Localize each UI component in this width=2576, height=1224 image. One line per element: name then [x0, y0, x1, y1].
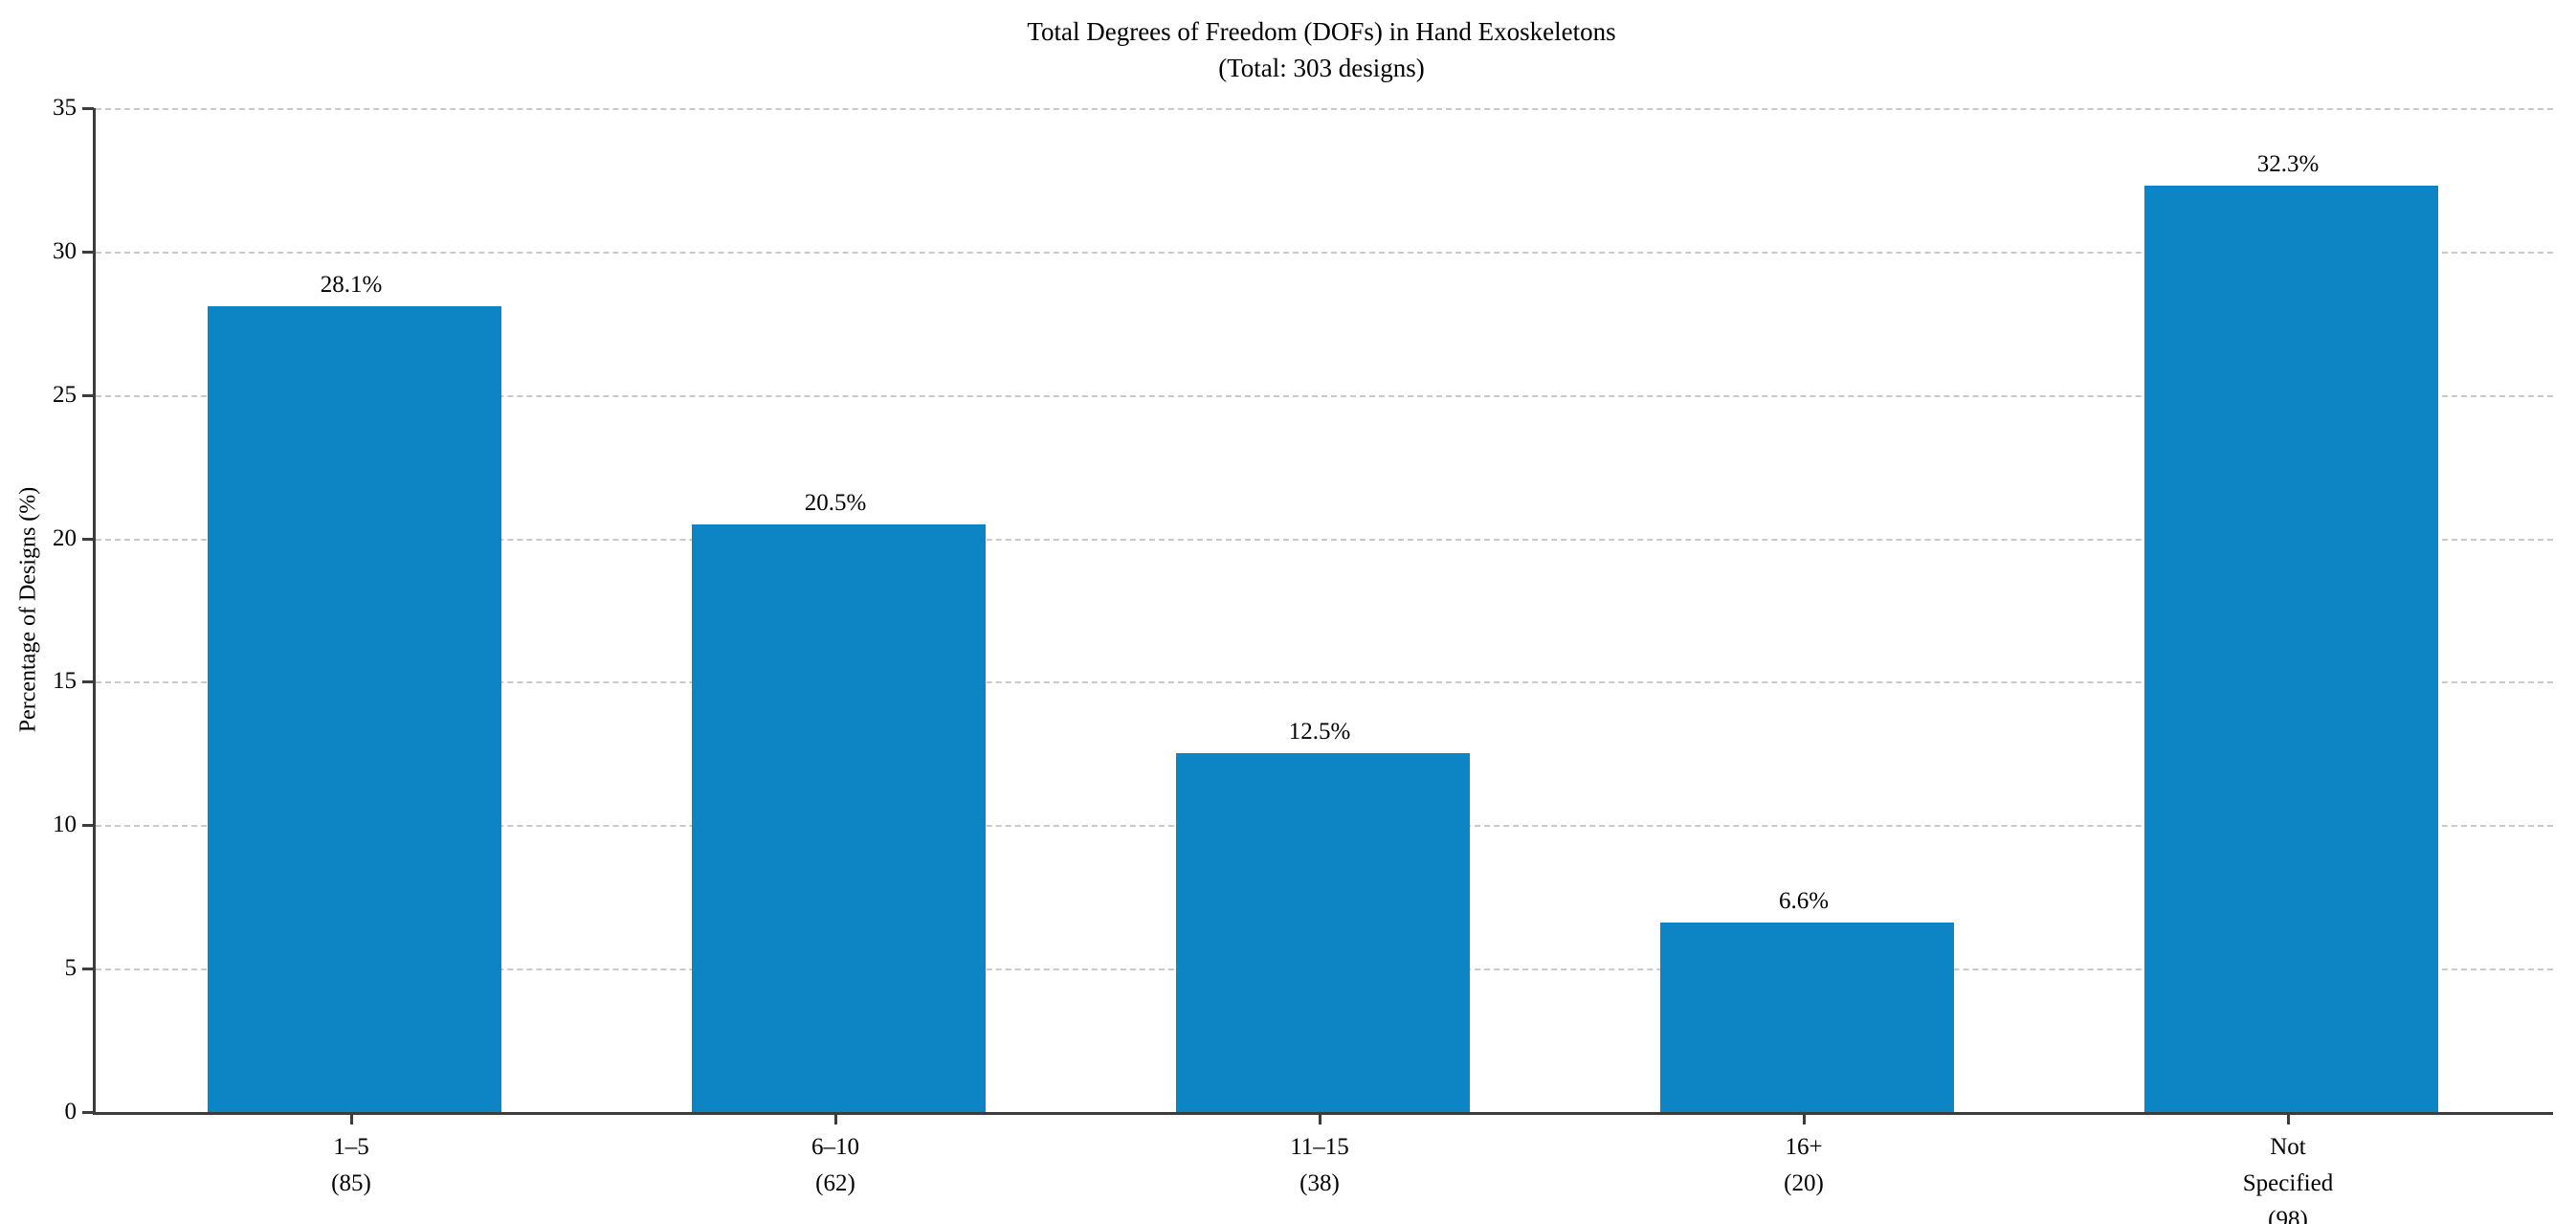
chart-title: Total Degrees of Freedom (DOFs) in Hand …	[93, 13, 2550, 86]
x-tick-label-1-5: 1–5 (85)	[179, 1129, 523, 1202]
x-tick-mark-6-10	[834, 1115, 837, 1124]
gridline-y-30	[96, 251, 2553, 254]
x-tick-label-line: 6–10	[811, 1134, 859, 1160]
x-tick-label-line: Specified	[2242, 1170, 2334, 1196]
y-tick-label-35: 35	[53, 95, 77, 121]
bar-value-label-not-specified: 32.3%	[2256, 150, 2320, 177]
y-tick-label-0: 0	[64, 1099, 78, 1124]
plot-area	[93, 108, 2553, 1115]
bar-value-label-16+: 6.6%	[1778, 888, 1830, 915]
gridline-y-25	[96, 394, 2553, 397]
y-tick-label-20: 20	[53, 524, 77, 551]
x-tick-mark-16+	[1803, 1115, 1806, 1124]
x-tick-label-line: (98)	[2268, 1207, 2308, 1224]
x-tick-label-line: (62)	[815, 1170, 855, 1196]
y-tick-mark-30	[82, 250, 94, 254]
gridline-y-20	[96, 538, 2553, 541]
bar-value-label-11-15: 12.5%	[1288, 719, 1351, 746]
x-tick-label-line: 16+	[1785, 1134, 1823, 1160]
bar-16+	[1659, 923, 1954, 1112]
x-tick-label-6-10: 6–10 (62)	[663, 1129, 1008, 1202]
y-tick-label-15: 15	[53, 668, 77, 695]
y-tick-mark-5	[82, 968, 94, 971]
bar-not-specified	[2143, 185, 2438, 1112]
bar-6-10	[691, 523, 986, 1112]
y-tick-mark-0	[82, 1111, 94, 1114]
x-tick-label-line: (38)	[1299, 1170, 1340, 1196]
x-tick-mark-not-specified	[2287, 1115, 2290, 1124]
x-tick-label-not-specified: Not Specified (98)	[2116, 1129, 2460, 1224]
x-tick-label-line: (20)	[1784, 1170, 1824, 1196]
x-tick-mark-11-15	[1319, 1115, 1321, 1124]
bar-value-label-1-5: 28.1%	[320, 271, 383, 298]
chart-title-line2: (Total: 303 designs)	[1218, 54, 1425, 82]
y-tick-mark-15	[82, 680, 94, 684]
gridline-y-35	[96, 108, 2553, 110]
bar-value-label-6-10: 20.5%	[804, 489, 867, 516]
y-tick-mark-35	[82, 107, 94, 110]
x-tick-label-line: 11–15	[1290, 1134, 1349, 1160]
y-tick-mark-20	[82, 537, 94, 541]
y-tick-label-30: 30	[53, 237, 77, 264]
x-tick-label-16+: 16+ (20)	[1632, 1129, 1976, 1202]
bar-1-5	[207, 305, 501, 1112]
y-tick-mark-25	[82, 393, 94, 397]
x-tick-label-11-15: 11–15 (38)	[1147, 1129, 1492, 1202]
x-tick-mark-1-5	[350, 1115, 353, 1124]
gridline-y-15	[96, 681, 2553, 684]
chart-title-line1: Total Degrees of Freedom (DOFs) in Hand …	[1027, 17, 1616, 46]
y-tick-label-25: 25	[53, 381, 77, 408]
x-tick-label-line: 1–5	[333, 1134, 369, 1160]
y-tick-label-5: 5	[64, 955, 78, 982]
y-tick-mark-10	[82, 824, 94, 828]
x-tick-label-line: (85)	[331, 1170, 371, 1196]
x-tick-label-line: Not	[2270, 1134, 2306, 1160]
y-tick-label-10: 10	[53, 812, 77, 838]
bar-11-15	[1175, 753, 1470, 1112]
